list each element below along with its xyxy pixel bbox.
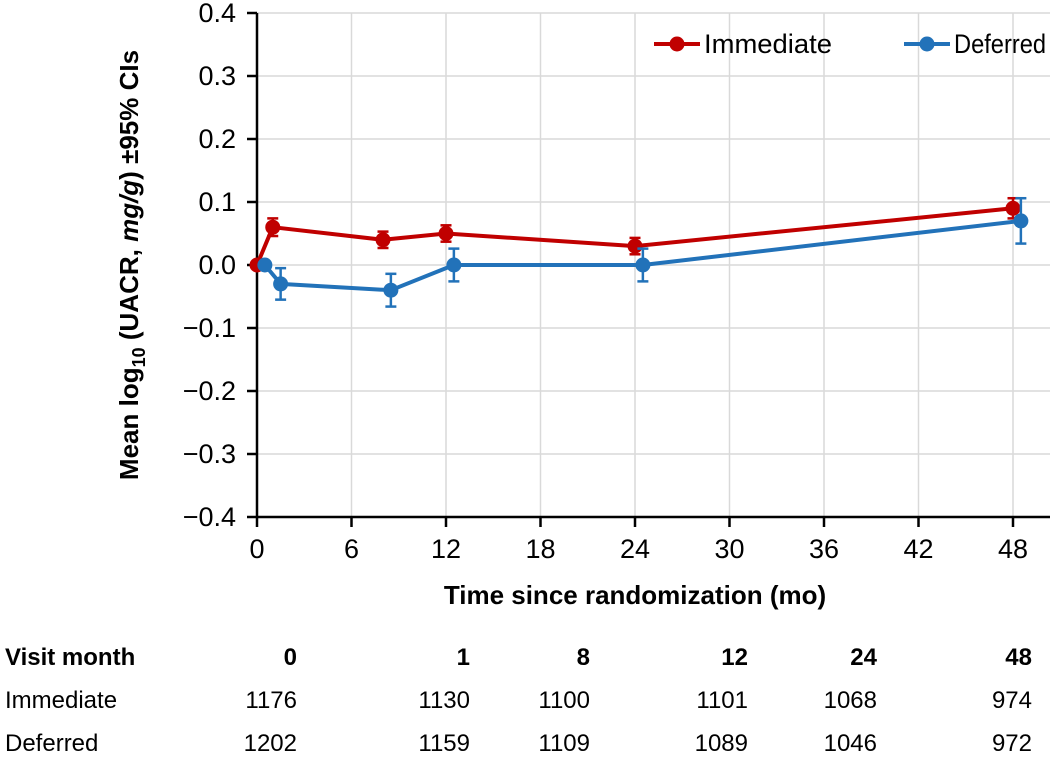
- table-row: Deferred 1202 1159 1109 1089 1046 972: [5, 722, 1050, 765]
- y-tick-label: 0.1: [198, 187, 236, 217]
- table-cell: 1109: [538, 729, 590, 757]
- table-cell: 1068: [823, 686, 877, 714]
- table-cell: 1176: [245, 686, 297, 714]
- table-row-label: Immediate: [5, 686, 118, 714]
- table-cell: 1100: [538, 686, 590, 714]
- table-row: Immediate 1176 1130 1100 1101 1068 974: [5, 679, 1050, 722]
- data-point: [438, 226, 454, 241]
- data-point: [1005, 200, 1021, 216]
- table-cell: 1130: [418, 686, 470, 714]
- table-cell: 1089: [694, 729, 748, 757]
- data-point: [383, 282, 399, 298]
- data-point: [635, 257, 651, 273]
- y-tick-label: −0.4: [183, 502, 236, 532]
- table-cell: 48: [1005, 643, 1032, 671]
- tick-labels: 0.4 0.3 0.2 0.1 0.0 −0.1 −0.2 −0.3 −0.4 0 6 12 18 24 3…: [183, 0, 1028, 564]
- table-cell: 1101: [696, 686, 748, 714]
- table-cell: 12: [721, 643, 748, 671]
- y-tick-label: 0.3: [198, 61, 236, 91]
- x-tick-label: 12: [431, 534, 461, 564]
- table-header-label: Visit month: [5, 643, 136, 671]
- x-tick-label: 42: [903, 534, 933, 564]
- table-cell: 974: [991, 686, 1032, 714]
- legend-label: Immediate: [704, 29, 832, 59]
- table-cell: 1202: [243, 729, 297, 757]
- series-deferred: [257, 196, 1029, 308]
- legend-marker-dot: [669, 36, 685, 52]
- visit-count-table: Visit month 0 1 8 12 24 48 Immediate 1176 1130 110…: [0, 636, 1050, 765]
- data-point: [446, 257, 462, 273]
- x-tick-label: 36: [809, 534, 839, 564]
- y-tick-label: −0.2: [183, 376, 236, 406]
- table-cell: 8: [576, 643, 590, 671]
- data-point: [257, 257, 273, 273]
- y-tick-label: 0.2: [198, 124, 236, 154]
- table-cell: 0: [283, 643, 297, 671]
- legend-label: Deferred: [954, 29, 1046, 59]
- x-tick-label: 18: [525, 534, 555, 564]
- x-tick-label: 6: [344, 534, 359, 564]
- y-tick-label: −0.1: [183, 313, 236, 343]
- x-axis-title: Time since randomization (mo): [444, 580, 826, 610]
- y-axis-title: Mean log10 (UACR, mg/g) ±95% CIs: [114, 50, 149, 480]
- legend: Immediate Deferred: [654, 29, 1046, 59]
- x-tick-label: 30: [714, 534, 744, 564]
- table-cell: 24: [850, 643, 877, 671]
- table-cell: 1159: [418, 729, 470, 757]
- data-point: [265, 219, 281, 235]
- uacr-line-chart: 0.4 0.3 0.2 0.1 0.0 −0.1 −0.2 −0.3 −0.4 0 6 12 18 24 3…: [114, 0, 1050, 610]
- axes: [247, 11, 1050, 527]
- legend-item-immediate: Immediate: [654, 29, 832, 59]
- table-cell: 1: [456, 643, 470, 671]
- table-row: Visit month 0 1 8 12 24 48: [5, 636, 1050, 679]
- table-cell: 972: [991, 729, 1032, 757]
- table-row-label: Deferred: [5, 729, 99, 757]
- data-point: [627, 238, 643, 254]
- legend-marker-dot: [919, 36, 935, 52]
- y-tick-label: −0.3: [183, 439, 236, 469]
- x-tick-label: 48: [998, 534, 1028, 564]
- y-tick-label: 0.4: [198, 0, 236, 28]
- data-point: [1013, 213, 1029, 229]
- y-tick-label: 0.0: [198, 250, 236, 280]
- data-point: [273, 276, 289, 292]
- x-tick-label: 24: [620, 534, 650, 564]
- table-cell: 1046: [823, 729, 877, 757]
- data-point: [375, 232, 391, 248]
- x-tick-label: 0: [249, 534, 264, 564]
- legend-item-deferred: Deferred: [904, 29, 1046, 59]
